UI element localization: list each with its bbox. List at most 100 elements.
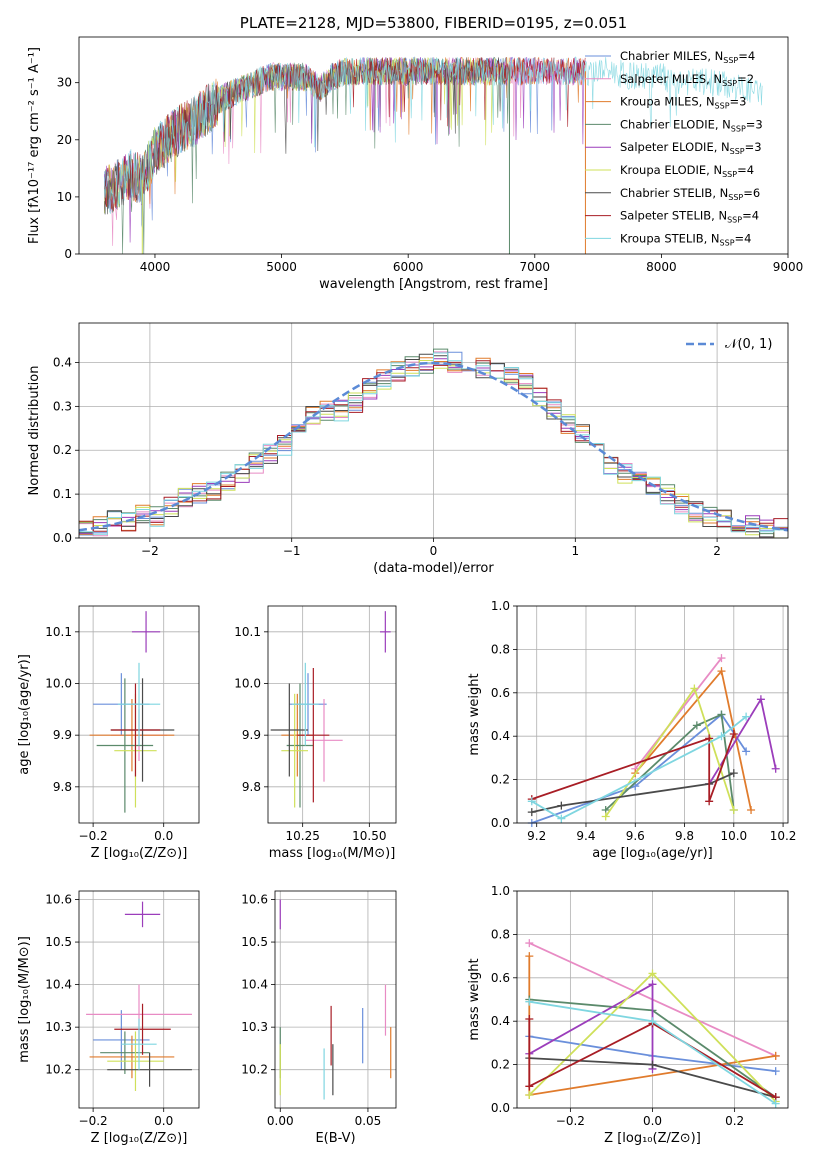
data-point-chabrier_elodie <box>100 1031 150 1074</box>
series-marker <box>729 769 738 778</box>
legend-label: Salpeter STELIB, NSSP=4 <box>620 209 759 225</box>
series-marker <box>557 814 566 823</box>
chart-title: PLATE=2128, MJD=53800, FIBERID=0195, z=0… <box>240 14 627 32</box>
y-tick-label: 0.2 <box>53 443 72 457</box>
x-tick-label: 5000 <box>266 260 297 274</box>
series-marker <box>525 1082 534 1091</box>
data-point-kroupa_elodie <box>281 693 308 808</box>
y-tick-label: 9.9 <box>53 728 72 742</box>
data-point-kroupa_stelib <box>117 662 161 746</box>
y-tick-label: 0 <box>64 247 72 261</box>
panel-6-frame <box>274 890 397 1109</box>
y-axis-label: age [log₁₀(age/yr)] <box>17 654 32 775</box>
series-line <box>531 733 735 802</box>
data-point-salpeter_stelib <box>114 1003 171 1055</box>
y-tick-label: 0.6 <box>491 686 510 700</box>
data-point-kroupa_elodie <box>107 1031 164 1091</box>
series-marker <box>648 969 657 978</box>
y-tick-label: 0.8 <box>491 642 510 656</box>
data-point-chabrier_stelib <box>107 1052 192 1087</box>
x-axis-label: (data-model)/error <box>373 561 494 576</box>
legend-label: Chabrier MILES, NSSP=4 <box>620 49 755 65</box>
panel-2-frame <box>78 605 200 824</box>
series-marker <box>771 764 780 773</box>
legend-label: Kroupa MILES, NSSP=3 <box>620 95 746 111</box>
y-tick-label: 10.1 <box>234 625 261 639</box>
x-tick-label: 7000 <box>520 260 551 274</box>
normal-curve <box>78 361 789 532</box>
y-tick-label: 0.6 <box>491 971 510 985</box>
y-tick-label: 10.2 <box>241 1063 268 1077</box>
x-tick-label: 9.6 <box>626 829 645 843</box>
panel-0-axes <box>75 82 789 258</box>
series-marker <box>729 730 738 739</box>
x-axis-label: E(B-V) <box>315 1131 355 1146</box>
y-axis-label: mass weight <box>467 673 482 755</box>
x-axis-label: Z [log₁₀(Z/Z⊙)] <box>91 1131 188 1146</box>
y-tick-label: 0.0 <box>491 1101 510 1115</box>
series-marker <box>705 797 714 806</box>
data-point-chabrier_elodie <box>96 678 154 813</box>
x-axis-label: Z [log₁₀(Z/Z⊙)] <box>91 846 188 861</box>
data-point-chabrier_stelib <box>270 683 308 777</box>
series-line <box>605 713 735 811</box>
y-axis-label: mass weight <box>467 958 482 1040</box>
panel-6-axes <box>271 891 396 1112</box>
histogram-kroupa_elodie <box>79 360 788 538</box>
series-marker <box>525 1090 534 1099</box>
y-tick-label: 10.6 <box>241 893 268 907</box>
histogram-salpeter_stelib <box>79 360 788 532</box>
legend-label: Chabrier ELODIE, NSSP=3 <box>620 117 763 133</box>
series-marker <box>525 1015 534 1024</box>
series-marker <box>742 747 751 756</box>
y-tick-label: 1.0 <box>491 884 510 898</box>
data-point-salpeter_elodie <box>380 611 391 653</box>
y-tick-label: 0.4 <box>491 729 510 743</box>
x-tick-label: −0.2 <box>79 829 108 843</box>
y-tick-label: 10.3 <box>241 1020 268 1034</box>
x-tick-label: 9.2 <box>527 829 546 843</box>
x-tick-label: 10.25 <box>285 829 319 843</box>
y-tick-label: 10.4 <box>45 978 72 992</box>
y-tick-label: 10 <box>57 190 72 204</box>
x-tick-label: 6000 <box>393 260 424 274</box>
data-point-chabrier_elodie <box>286 683 314 808</box>
x-tick-label: 0.00 <box>267 1114 294 1128</box>
y-tick-label: 10.5 <box>241 935 268 949</box>
x-tick-label: 4000 <box>140 260 171 274</box>
legend-label: Kroupa STELIB, NSSP=4 <box>620 231 751 247</box>
data-point-kroupa_stelib <box>292 662 319 746</box>
data-point-salpeter_elodie <box>131 611 161 653</box>
y-tick-label: 1.0 <box>491 599 510 613</box>
data-point-salpeter_stelib <box>110 683 161 777</box>
series-salpeter_miles <box>631 654 726 773</box>
x-tick-label: 10.0 <box>720 829 747 843</box>
y-tick-label: 0.0 <box>491 816 510 830</box>
x-axis-label: mass [log₁₀(M/M⊙)] <box>269 846 396 861</box>
series-marker <box>705 734 714 743</box>
series-marker <box>717 654 726 663</box>
y-tick-label: 10.0 <box>45 677 72 691</box>
y-tick-label: 0.4 <box>53 355 72 369</box>
x-tick-label: −0.2 <box>79 1114 108 1128</box>
series-marker <box>525 939 534 948</box>
x-tick-label: 9000 <box>773 260 804 274</box>
series-kroupa_stelib <box>527 712 751 823</box>
x-tick-label: 0.0 <box>154 829 173 843</box>
y-tick-label: 20 <box>57 133 72 147</box>
y-tick-label: 9.8 <box>242 780 261 794</box>
x-tick-label: −0.2 <box>556 1114 585 1128</box>
legend-label: Salpeter MILES, NSSP=2 <box>620 72 754 88</box>
y-axis-label: Normed distribution <box>27 366 42 496</box>
series-marker <box>525 952 534 961</box>
data-point-kroupa_stelib <box>121 1018 157 1070</box>
series-marker <box>729 805 738 814</box>
y-tick-label: 10.6 <box>45 893 72 907</box>
legend-label: Salpeter ELODIE, NSSP=3 <box>620 140 762 156</box>
panel-3-frame <box>267 605 397 824</box>
panel-5-axes <box>75 891 199 1112</box>
panel-7-frame <box>516 890 789 1109</box>
panel-5-frame <box>78 890 200 1109</box>
x-tick-label: 1 <box>571 544 579 558</box>
x-axis-label: age [log₁₀(age/yr)] <box>592 846 713 861</box>
